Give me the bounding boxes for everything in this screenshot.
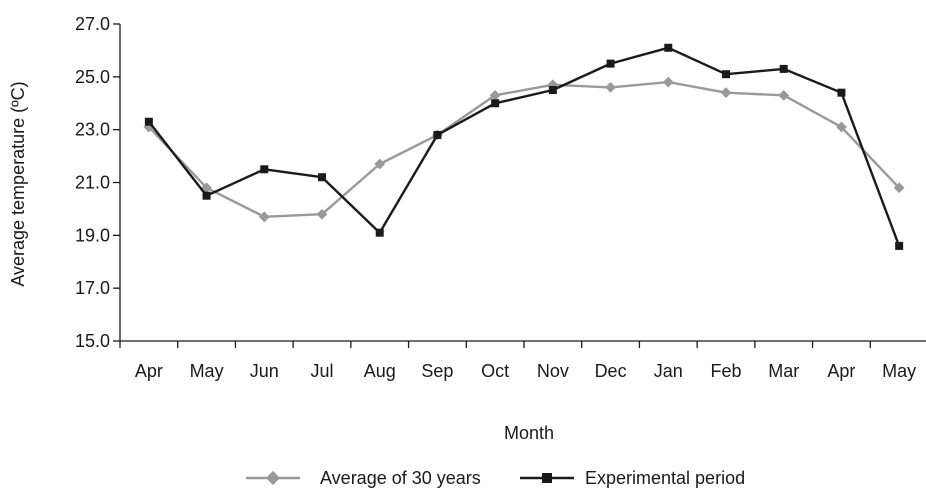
y-tick-label: 25.0: [75, 67, 110, 87]
data-point-experimental: [664, 43, 673, 52]
y-tick-label: 15.0: [75, 331, 110, 351]
data-point-experimental: [318, 173, 326, 182]
data-point-experimental: [433, 130, 442, 139]
data-point-average: [720, 87, 732, 99]
x-tick-label: Jul: [310, 361, 333, 381]
data-point-experimental: [375, 228, 384, 237]
data-point-average: [316, 208, 328, 220]
x-tick-label: Mar: [768, 361, 799, 381]
legend-label-average: Average of 30 years: [320, 468, 481, 488]
x-tick-label: Jun: [250, 361, 279, 381]
x-axis: Apr May Jun Jul Aug Sep Oct Nov Dec Jan Feb Mar Apr M…: [119, 340, 926, 381]
legend-marker-experimental: [542, 473, 552, 483]
legend-marker-average: [265, 470, 281, 486]
data-point-experimental: [260, 165, 269, 174]
series-line-experimental: [147, 46, 901, 247]
data-point-experimental: [779, 64, 788, 73]
x-tick-label: May: [190, 361, 224, 381]
data-point-average: [374, 158, 386, 170]
legend-item-average: Average of 30 years: [246, 468, 481, 488]
data-point-experimental: [895, 241, 904, 250]
data-point-experimental: [202, 191, 211, 200]
x-tick-label: Apr: [827, 361, 855, 381]
data-point-experimental: [837, 88, 846, 97]
y-tick-label: 27.0: [75, 14, 110, 34]
legend: Average of 30 years Experimental period: [246, 468, 745, 488]
data-point-average: [605, 82, 616, 93]
legend-label-experimental: Experimental period: [585, 468, 745, 488]
data-point-experimental: [606, 59, 615, 68]
x-tick-label: Dec: [595, 361, 627, 381]
series-line-average: [148, 80, 900, 219]
y-tick-label: 21.0: [75, 173, 110, 193]
series-average: [143, 76, 905, 223]
data-point-average: [893, 182, 905, 194]
x-tick-label: Sep: [421, 361, 453, 381]
x-tick-label: Oct: [481, 361, 509, 381]
y-tick-label: 23.0: [75, 120, 110, 140]
y-axis-title: Average temperature (ºC): [8, 81, 28, 286]
x-tick-label: Jan: [654, 361, 683, 381]
series-experimental: [144, 43, 904, 250]
x-tick-label: Aug: [364, 361, 396, 381]
data-point-experimental: [722, 70, 730, 79]
x-tick-label: May: [882, 361, 916, 381]
x-tick-label: Nov: [537, 361, 569, 381]
legend-item-experimental: Experimental period: [520, 468, 745, 488]
data-point-average: [662, 76, 674, 88]
y-tick-label: 19.0: [75, 225, 110, 245]
data-point-experimental: [491, 99, 500, 108]
x-tick-label: Apr: [135, 361, 163, 381]
x-axis-title: Month: [504, 423, 554, 443]
data-point-experimental: [548, 86, 557, 95]
series-layer: [143, 43, 905, 250]
y-axis: 15.0 17.0 19.0 21.0 23.0 25.0 27.0: [75, 14, 121, 351]
data-point-experimental: [144, 117, 153, 126]
y-tick-label: 17.0: [75, 278, 110, 298]
data-point-average: [778, 89, 790, 101]
data-point-average: [258, 211, 270, 223]
x-tick-label: Feb: [710, 361, 741, 381]
